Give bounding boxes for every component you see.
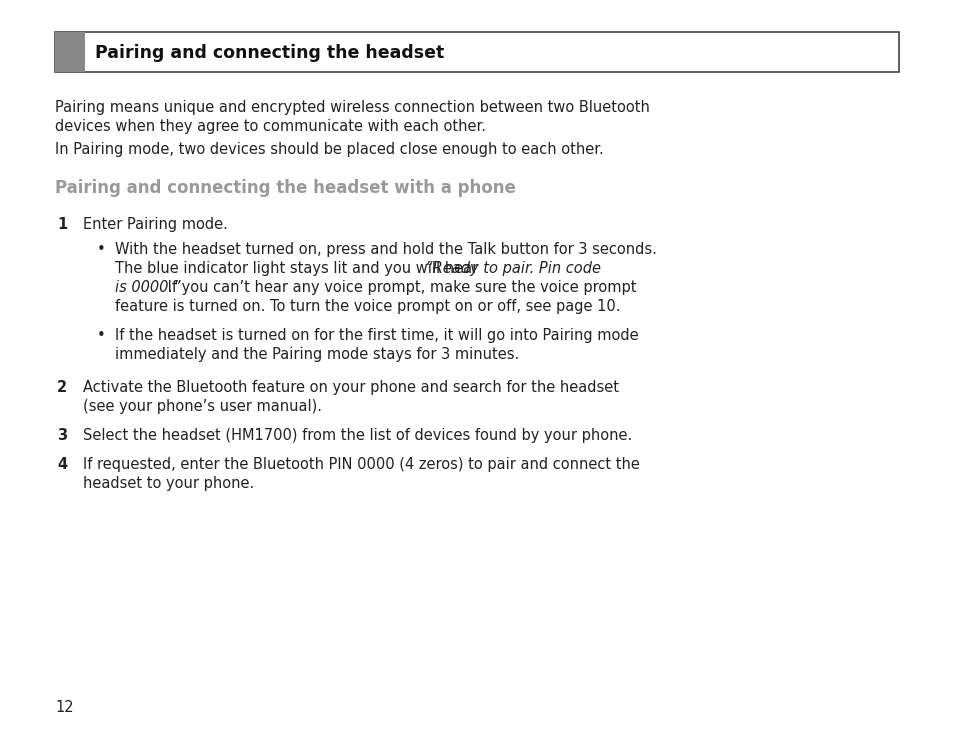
Text: headset to your phone.: headset to your phone.: [83, 476, 254, 491]
Text: 4: 4: [57, 457, 67, 472]
Text: Select the headset (HM1700) from the list of devices found by your phone.: Select the headset (HM1700) from the lis…: [83, 428, 632, 443]
Text: immediately and the Pairing mode stays for 3 minutes.: immediately and the Pairing mode stays f…: [115, 347, 518, 362]
Bar: [55, 32, 85, 72]
Text: Pairing means unique and encrypted wireless connection between two Bluetooth: Pairing means unique and encrypted wirel…: [55, 100, 649, 115]
Text: “Ready to pair. Pin code: “Ready to pair. Pin code: [425, 261, 600, 276]
Text: The blue indicator light stays lit and you will hear: The blue indicator light stays lit and y…: [115, 261, 482, 276]
Text: If the headset is turned on for the first time, it will go into Pairing mode: If the headset is turned on for the firs…: [115, 328, 638, 343]
Text: With the headset turned on, press and hold the Talk button for 3 seconds.: With the headset turned on, press and ho…: [115, 242, 657, 257]
Text: If you can’t hear any voice prompt, make sure the voice prompt: If you can’t hear any voice prompt, make…: [163, 280, 637, 295]
Text: 12: 12: [55, 700, 73, 715]
Text: If requested, enter the Bluetooth PIN 0000 (4 zeros) to pair and connect the: If requested, enter the Bluetooth PIN 00…: [83, 457, 639, 472]
Text: Pairing and connecting the headset with a phone: Pairing and connecting the headset with …: [55, 179, 516, 197]
Text: feature is turned on. To turn the voice prompt on or off, see page 10.: feature is turned on. To turn the voice …: [115, 299, 619, 314]
Text: Enter Pairing mode.: Enter Pairing mode.: [83, 217, 228, 232]
Text: is 0000.”: is 0000.”: [115, 280, 180, 295]
Text: 2: 2: [57, 380, 67, 395]
Text: devices when they agree to communicate with each other.: devices when they agree to communicate w…: [55, 119, 485, 134]
Bar: [55, 32, 898, 72]
Text: Activate the Bluetooth feature on your phone and search for the headset: Activate the Bluetooth feature on your p…: [83, 380, 618, 395]
Text: 3: 3: [57, 428, 67, 443]
Text: Pairing and connecting the headset: Pairing and connecting the headset: [95, 44, 444, 62]
Text: •: •: [97, 242, 106, 257]
Text: In Pairing mode, two devices should be placed close enough to each other.: In Pairing mode, two devices should be p…: [55, 142, 603, 157]
Text: 1: 1: [57, 217, 67, 232]
Text: (see your phone’s user manual).: (see your phone’s user manual).: [83, 399, 322, 414]
Text: •: •: [97, 328, 106, 343]
